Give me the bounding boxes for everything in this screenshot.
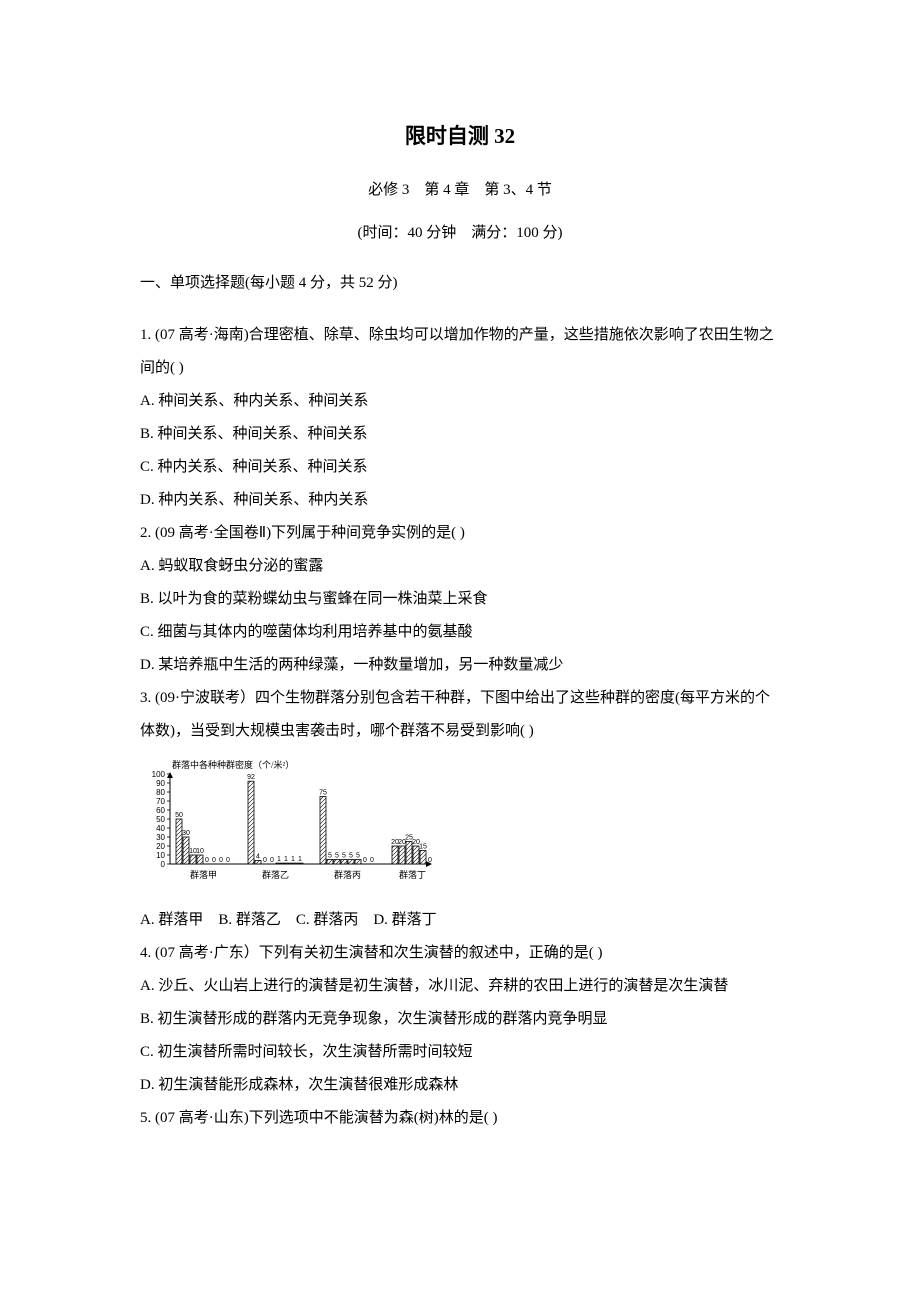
q3-options: A. 群落甲 B. 群落乙 C. 群落丙 D. 群落丁 <box>140 904 780 937</box>
q4-option-b: B. 初生演替形成的群落内无竞争现象，次生演替形成的群落内竞争明显 <box>140 1003 780 1036</box>
svg-text:1: 1 <box>298 856 302 863</box>
page-title: 限时自测 32 <box>140 120 780 150</box>
svg-text:5: 5 <box>328 853 332 860</box>
svg-text:10: 10 <box>156 851 165 860</box>
timing-info: (时间：40 分钟 满分：100 分) <box>140 221 780 242</box>
svg-text:群落丙: 群落丙 <box>334 869 361 880</box>
q1-option-d: D. 种内关系、种间关系、种内关系 <box>140 484 780 517</box>
chart-svg: 群落中各种种群密度（个/米²）0102030405060708090100503… <box>140 756 440 896</box>
q1-stem: 1. (07 高考·海南)合理密植、除草、除虫均可以增加作物的产量，这些措施依次… <box>140 319 780 385</box>
svg-text:5: 5 <box>342 853 346 860</box>
svg-text:0: 0 <box>161 860 166 869</box>
q1-option-b: B. 种间关系、种间关系、种间关系 <box>140 418 780 451</box>
svg-text:10: 10 <box>196 848 204 855</box>
q2-option-d: D. 某培养瓶中生活的两种绿藻，一种数量增加，另一种数量减少 <box>140 649 780 682</box>
svg-text:0: 0 <box>205 857 209 864</box>
svg-text:5: 5 <box>356 853 360 860</box>
svg-text:0: 0 <box>212 857 216 864</box>
svg-text:60: 60 <box>156 806 165 815</box>
svg-text:20: 20 <box>156 842 165 851</box>
density-chart: 群落中各种种群密度（个/米²）0102030405060708090100503… <box>140 756 440 896</box>
q4-option-d: D. 初生演替能形成森林，次生演替很难形成森林 <box>140 1069 780 1102</box>
svg-text:1: 1 <box>291 856 295 863</box>
q2-option-a: A. 蚂蚁取食蚜虫分泌的蜜露 <box>140 550 780 583</box>
svg-text:90: 90 <box>156 779 165 788</box>
q2-stem: 2. (09 高考·全国卷Ⅱ)下列属于种间竞争实例的是( ) <box>140 517 780 550</box>
svg-text:75: 75 <box>319 790 327 797</box>
q2-option-c: C. 细菌与其体内的噬菌体均利用培养基中的氨基酸 <box>140 616 780 649</box>
svg-text:0: 0 <box>270 857 274 864</box>
q1-option-a: A. 种间关系、种内关系、种间关系 <box>140 385 780 418</box>
q4-option-a: A. 沙丘、火山岩上进行的演替是初生演替，冰川泥、弃耕的农田上进行的演替是次生演… <box>140 970 780 1003</box>
svg-text:30: 30 <box>182 830 190 837</box>
section-heading: 一、单项选择题(每小题 4 分，共 52 分) <box>140 270 780 297</box>
q2-option-b: B. 以叶为食的菜粉蝶幼虫与蜜蜂在同一株油菜上采食 <box>140 583 780 616</box>
q4-stem: 4. (07 高考·广东）下列有关初生演替和次生演替的叙述中，正确的是( ) <box>140 937 780 970</box>
svg-text:群落乙: 群落乙 <box>262 869 289 880</box>
subtitle: 必修 3 第 4 章 第 3、4 节 <box>140 178 780 199</box>
svg-text:群落中各种种群密度（个/米²）: 群落中各种种群密度（个/米²） <box>172 759 294 770</box>
q1-option-c: C. 种内关系、种间关系、种间关系 <box>140 451 780 484</box>
svg-text:1: 1 <box>284 856 288 863</box>
svg-text:15: 15 <box>419 844 427 851</box>
svg-text:50: 50 <box>156 815 165 824</box>
svg-text:群落甲: 群落甲 <box>190 869 217 880</box>
svg-text:92: 92 <box>247 774 255 781</box>
svg-text:5: 5 <box>335 853 339 860</box>
q3-stem: 3. (09·宁波联考）四个生物群落分别包含若干种群，下图中给出了这些种群的密度… <box>140 682 780 748</box>
svg-text:0: 0 <box>370 857 374 864</box>
svg-text:0: 0 <box>219 857 223 864</box>
svg-text:40: 40 <box>156 824 165 833</box>
svg-text:100: 100 <box>152 770 166 779</box>
svg-text:80: 80 <box>156 788 165 797</box>
svg-text:5: 5 <box>349 853 353 860</box>
svg-text:0: 0 <box>263 857 267 864</box>
q4-option-c: C. 初生演替所需时间较长，次生演替所需时间较短 <box>140 1036 780 1069</box>
svg-text:4: 4 <box>256 853 260 860</box>
svg-text:0: 0 <box>226 857 230 864</box>
svg-text:1: 1 <box>277 856 281 863</box>
svg-text:70: 70 <box>156 797 165 806</box>
svg-text:群落丁: 群落丁 <box>399 869 426 880</box>
q5-stem: 5. (07 高考·山东)下列选项中不能演替为森(树)林的是( ) <box>140 1102 780 1135</box>
svg-text:0: 0 <box>363 857 367 864</box>
svg-text:30: 30 <box>156 833 165 842</box>
svg-text:0: 0 <box>428 857 432 864</box>
svg-text:50: 50 <box>175 812 183 819</box>
